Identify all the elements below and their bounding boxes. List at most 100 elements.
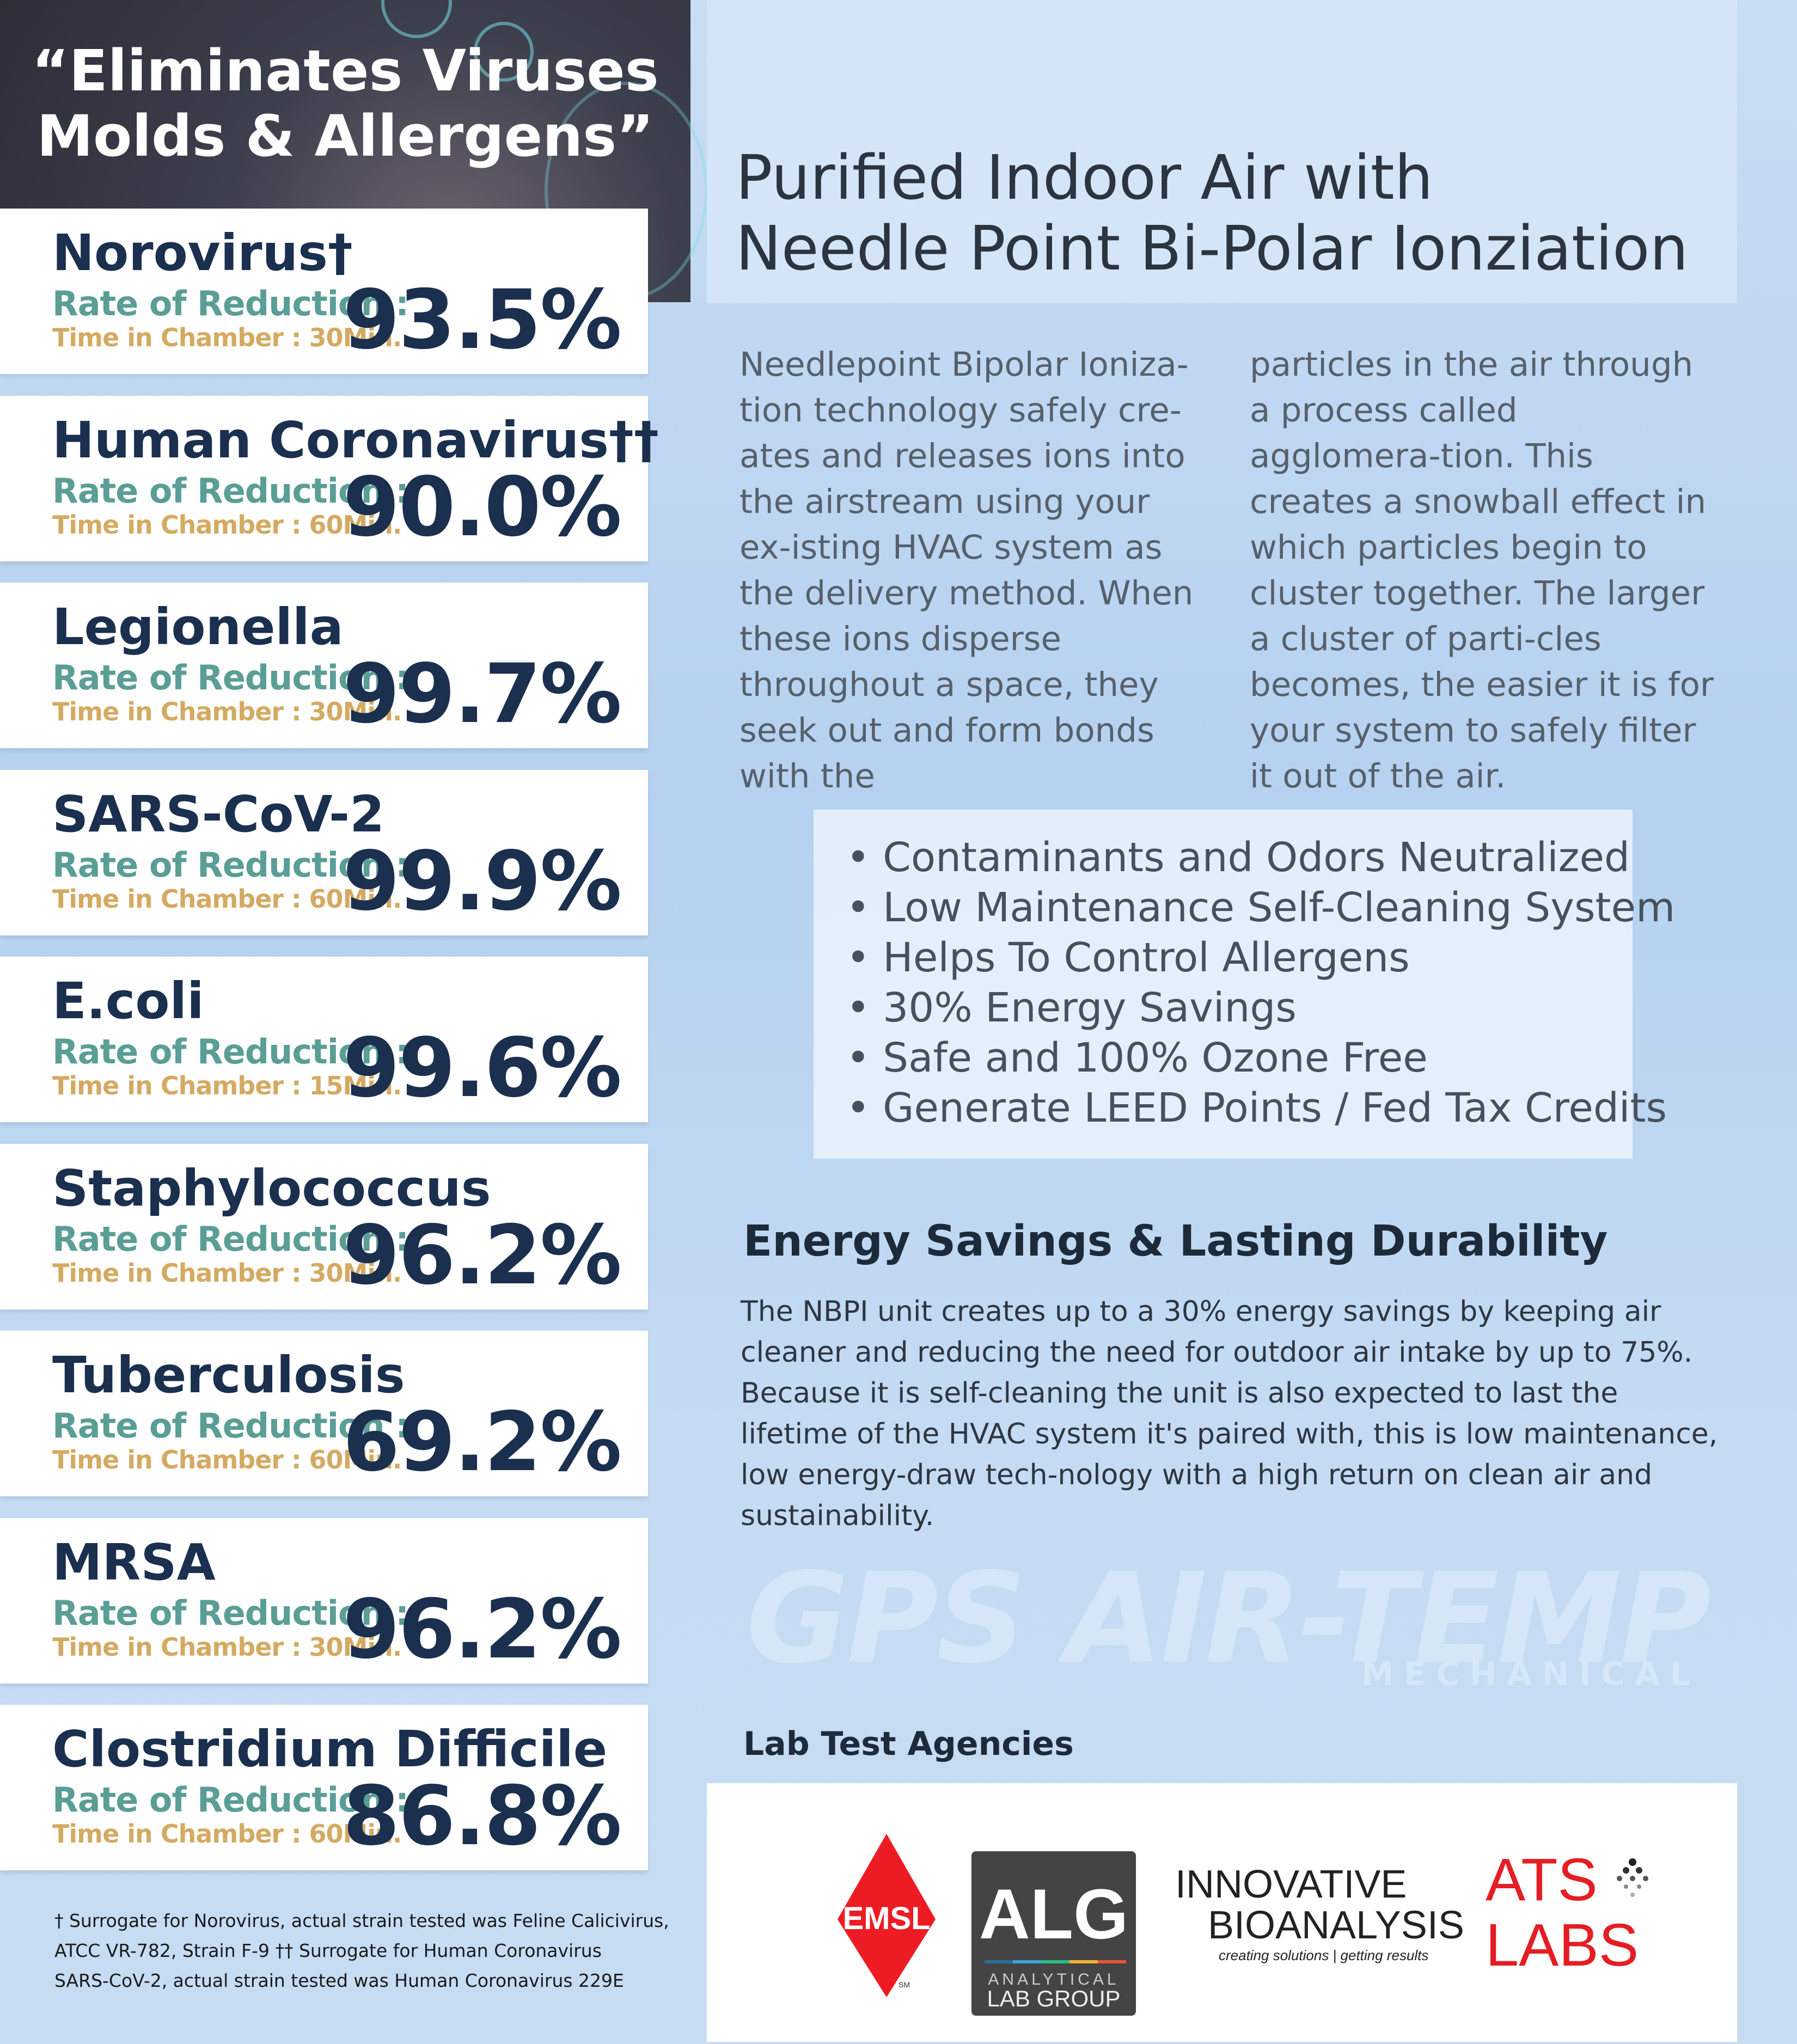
svg-text:LABS: LABS	[1486, 1912, 1639, 1979]
svg-text:INNOVATIVE: INNOVATIVE	[1175, 1863, 1407, 1906]
time-in-chamber: Time in Chamber : 60Min.	[52, 884, 402, 914]
rate-label: Rate of Reduction :	[52, 844, 409, 885]
bullet-icon: •	[846, 984, 883, 1031]
feature-text: Helps To Control Allergens	[883, 934, 1410, 981]
rate-label: Rate of Reduction :	[52, 284, 409, 323]
svg-text:ATS: ATS	[1486, 1846, 1598, 1913]
pathogen-card: Norovirus† Rate of Reduction : Time in Cha…	[0, 209, 648, 374]
innovative-bioanalysis-logo: INNOVATIVE BIOANALYSIS creating solution…	[1175, 1863, 1464, 1963]
rate-label: Rate of Reduction :	[52, 658, 409, 697]
pathogen-card: Staphylococcus Rate of Reduction : Time in…	[0, 1143, 648, 1309]
time-in-chamber: Time in Chamber : 30Min.	[52, 323, 402, 352]
time-in-chamber: Time in Chamber : 30Min.	[52, 697, 402, 726]
feature-text: Low Maintenance Self-Cleaning System	[883, 884, 1676, 931]
time-in-chamber: Time in Chamber : 30Min.	[52, 1632, 402, 1662]
lab-logos: EMSL SM ALG ANALYTICAL LAB GROUP INNOVAT…	[838, 1834, 1648, 2016]
brand-watermark: GPS AIR-TEMP	[746, 1546, 1712, 1692]
bullet-icon: •	[846, 934, 883, 981]
pathogen-name: Legionella	[52, 598, 344, 656]
reduction-value: 86.8%	[343, 1769, 622, 1864]
lab-agencies-heading: Lab Test Agencies	[743, 1725, 1074, 1763]
page-title-line2: Needle Point Bi-Polar Ionziation	[736, 213, 1689, 284]
svg-text:ANALYTICAL: ANALYTICAL	[988, 1970, 1119, 1988]
ats-labs-logo: ATS LABS	[1486, 1846, 1648, 1979]
reduction-value: 69.2%	[343, 1395, 622, 1490]
pathogen-card: Clostridium Difficile Rate of Reduction :…	[0, 1705, 648, 1870]
pathogen-card: MRSA Rate of Reduction : Time in Chamber :…	[0, 1517, 648, 1684]
time-in-chamber: Time in Chamber : 15Min.	[52, 1071, 402, 1100]
gps-logo: GPS	[746, 1546, 1026, 1692]
feature-item: • 30% Energy Savings	[846, 983, 1633, 1033]
time-in-chamber: Time in Chamber : 30Min.	[52, 1258, 402, 1288]
pathogen-name: Clostridium Difficile	[52, 1720, 608, 1778]
pathogen-card: Human Coronavirus†† Rate of Reduction : Ti…	[0, 395, 659, 561]
bullet-icon: •	[846, 1035, 883, 1081]
reduction-value: 96.2%	[343, 1208, 622, 1303]
pathogen-card: Legionella Rate of Reduction : Time in Cha…	[0, 583, 648, 748]
pathogen-name: MRSA	[52, 1533, 216, 1592]
intro-column-1: Needlepoint Bipolar Ioniza-tion technolo…	[739, 345, 1194, 795]
pathogen-name: Human Coronavirus††	[52, 411, 659, 469]
pathogen-card: SARS-CoV-2 Rate of Reduction : Time in Cha…	[0, 769, 648, 935]
pathogen-name: Norovirus†	[52, 224, 353, 282]
hero-title: “Eliminates Viruses Molds & Allergens”	[0, 38, 690, 169]
feature-text: Generate LEED Points / Fed Tax Credits	[883, 1085, 1667, 1131]
feature-list: • Contaminants and Odors Neutralized • Lo…	[814, 810, 1675, 1159]
bullet-icon: •	[846, 884, 883, 931]
energy-heading: Energy Savings & Lasting Durability	[743, 1217, 1608, 1266]
rate-label: Rate of Reduction :	[52, 470, 409, 511]
intro-column-2: particles in the air through a process c…	[1250, 345, 1714, 795]
alg-logo: ALG ANALYTICAL LAB GROUP	[971, 1851, 1136, 2016]
pathogen-name: Tuberculosis	[52, 1346, 405, 1404]
lab-logos-panel: EMSL SM ALG ANALYTICAL LAB GROUP INNOVAT…	[707, 1783, 1737, 2042]
reduction-value: 99.7%	[343, 647, 622, 742]
pathogen-name: SARS-CoV-2	[52, 785, 385, 843]
feature-item: • Generate LEED Points / Fed Tax Credits	[846, 1083, 1667, 1133]
title-panel	[707, 0, 1737, 303]
time-in-chamber: Time in Chamber : 60Min.	[52, 510, 402, 540]
svg-text:LAB GROUP: LAB GROUP	[987, 1986, 1120, 2011]
pathogen-card: E.coli Rate of Reduction : Time in Chamber…	[0, 957, 648, 1122]
svg-text:BIOANALYSIS: BIOANALYSIS	[1208, 1904, 1464, 1947]
rate-label: Rate of Reduction :	[52, 1406, 409, 1446]
feature-item: • Contaminants and Odors Neutralized	[846, 833, 1633, 883]
svg-text:EMSL: EMSL	[842, 1901, 930, 1936]
rate-label: Rate of Reduction :	[52, 1219, 409, 1259]
feature-item: • Helps To Control Allergens	[846, 933, 1633, 983]
svg-text:SM: SM	[898, 1980, 910, 1989]
svg-text:creating solutions | getting r: creating solutions | getting results	[1219, 1947, 1428, 1963]
feature-text: Contaminants and Odors Neutralized	[883, 834, 1630, 881]
reduction-value: 99.9%	[343, 834, 622, 929]
reduction-value: 96.2%	[343, 1582, 622, 1677]
pathogen-card: Tuberculosis Rate of Reduction : Time in C…	[0, 1331, 648, 1496]
rate-label: Rate of Reduction :	[52, 1780, 409, 1820]
footnote-line: SARS-CoV-2, actual strain tested was Hum…	[54, 1970, 624, 1991]
bullet-icon: •	[846, 834, 883, 881]
reduction-value: 90.0%	[343, 460, 622, 555]
footnote-line: † Surrogate for Norovirus, actual strain…	[54, 1910, 669, 1931]
energy-body: The NBPI unit creates up to a 30% energy…	[741, 1295, 1718, 1532]
page-title-line1: Purified Indoor Air with	[736, 143, 1433, 213]
feature-text: 30% Energy Savings	[883, 984, 1297, 1031]
time-in-chamber: Time in Chamber : 60Min.	[52, 1445, 402, 1474]
ion-plus-icon	[381, 0, 452, 38]
air-temp-logo: AIR-TEMP	[1066, 1546, 1712, 1692]
hero-title-line2: Molds & Allergens”	[36, 103, 654, 169]
air-temp-sub: MECHANICAL	[1361, 1655, 1701, 1693]
rate-label: Rate of Reduction :	[52, 1032, 409, 1072]
rate-label: Rate of Reduction :	[52, 1593, 409, 1633]
bullet-icon: •	[846, 1085, 883, 1131]
svg-text:ALG: ALG	[979, 1874, 1128, 1954]
reduction-value: 99.6%	[343, 1021, 622, 1116]
feature-text: Safe and 100% Ozone Free	[883, 1035, 1428, 1081]
emsl-logo: EMSL SM	[838, 1834, 936, 1997]
reduction-value: 93.5%	[343, 273, 622, 368]
ion-minus-icon	[474, 22, 534, 82]
footnote-line: ATCC VR-782, Strain F-9 †† Surrogate for…	[54, 1940, 602, 1961]
feature-item: • Low Maintenance Self-Cleaning System	[846, 883, 1675, 933]
hero-title-line1: “Eliminates Viruses	[32, 38, 659, 104]
time-in-chamber: Time in Chamber : 60Min.	[52, 1819, 402, 1849]
feature-item: • Safe and 100% Ozone Free	[846, 1033, 1633, 1083]
page-title: Purified Indoor Air with Needle Point Bi…	[736, 143, 1688, 284]
pathogen-name: E.coli	[52, 972, 204, 1030]
